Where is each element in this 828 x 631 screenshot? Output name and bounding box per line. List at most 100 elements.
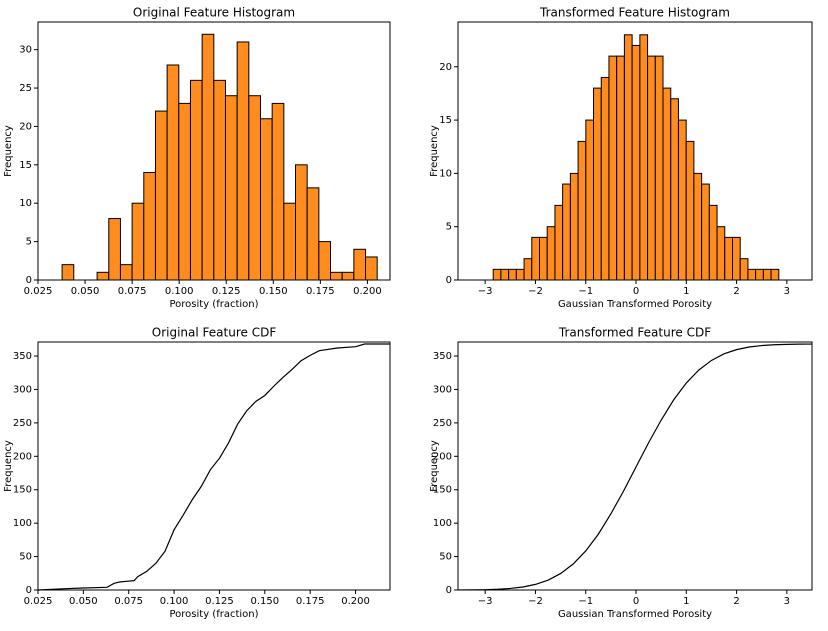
bar xyxy=(353,248,367,281)
x-tick-label: 0.200 xyxy=(341,596,370,607)
x-tick-label: 0.050 xyxy=(71,286,100,297)
bar xyxy=(259,118,273,281)
x-tick-label: 2 xyxy=(733,596,739,607)
bar xyxy=(739,258,749,281)
bar xyxy=(701,183,710,281)
x-axis-label: Gaussian Transformed Porosity xyxy=(558,609,712,620)
bar xyxy=(318,241,332,281)
y-tick-label: 50 xyxy=(439,552,452,563)
y-tick-label: 0 xyxy=(446,585,452,596)
x-tick-label: 0.075 xyxy=(118,286,147,297)
x-tick-label: 3 xyxy=(784,596,790,607)
bar xyxy=(178,102,191,281)
x-tick-label: 0 xyxy=(633,286,639,297)
y-tick-label: 350 xyxy=(433,351,452,362)
y-tick-label: 350 xyxy=(13,351,32,362)
x-tick-label: 1 xyxy=(683,286,689,297)
bar xyxy=(500,268,510,281)
bar xyxy=(762,268,772,281)
x-tick-label: 1 xyxy=(683,596,689,607)
bar xyxy=(189,79,203,281)
plot-frame xyxy=(37,21,391,281)
bar xyxy=(546,226,556,281)
bar xyxy=(562,183,571,281)
x-tick-label: 0.200 xyxy=(353,286,382,297)
y-tick-label: 150 xyxy=(13,485,32,496)
bar xyxy=(96,271,110,281)
y-tick-label: 100 xyxy=(433,518,452,529)
x-axis-label: Porosity (fraction) xyxy=(169,609,258,620)
y-axis-label: Frequency xyxy=(3,125,14,177)
y-tick-label: 100 xyxy=(13,518,32,529)
bar xyxy=(236,41,250,281)
bar xyxy=(531,236,541,281)
y-tick-label: 15 xyxy=(439,115,452,126)
chart-title: Transformed Feature Histogram xyxy=(539,6,730,20)
x-tick-label: 2 xyxy=(733,286,739,297)
x-tick-label: 0.025 xyxy=(24,596,53,607)
x-tick-label: 0.150 xyxy=(250,596,279,607)
bar xyxy=(224,95,238,281)
x-tick-label: 0.125 xyxy=(212,286,241,297)
bar xyxy=(341,271,355,281)
bar xyxy=(166,64,180,281)
y-tick-label: 250 xyxy=(433,418,452,429)
bar xyxy=(554,204,564,281)
bar xyxy=(248,95,261,281)
x-tick-label: −3 xyxy=(478,286,493,297)
bar xyxy=(639,34,649,281)
bar xyxy=(631,44,641,281)
bar xyxy=(143,172,156,281)
bar xyxy=(492,268,502,281)
bar xyxy=(585,119,595,281)
chart-title: Transformed Feature CDF xyxy=(558,326,711,340)
x-tick-label: 0.150 xyxy=(259,286,288,297)
y-tick-label: 200 xyxy=(433,451,452,462)
x-tick-label: 0.175 xyxy=(296,596,325,607)
y-axis-label: Frequency xyxy=(429,440,440,492)
x-tick-label: 0.100 xyxy=(165,286,194,297)
x-tick-label: 0.100 xyxy=(160,596,189,607)
bar xyxy=(330,271,343,281)
y-tick-label: 250 xyxy=(13,418,32,429)
bar xyxy=(539,236,548,281)
y-tick-label: 300 xyxy=(13,384,32,395)
bar xyxy=(623,34,633,281)
y-tick-label: 50 xyxy=(19,552,32,563)
bar xyxy=(647,55,656,281)
x-tick-label: 0.025 xyxy=(24,286,53,297)
y-tick-label: 0 xyxy=(446,275,452,286)
x-axis-label: Gaussian Transformed Porosity xyxy=(558,299,712,310)
bar xyxy=(365,256,378,281)
bar xyxy=(593,87,602,281)
bar xyxy=(213,79,226,281)
bar xyxy=(523,258,533,281)
y-tick-label: 0 xyxy=(26,585,32,596)
bar xyxy=(755,268,764,281)
cdf-line xyxy=(37,343,390,591)
chart-title: Original Feature CDF xyxy=(152,326,277,340)
bar xyxy=(747,268,757,281)
bar xyxy=(306,187,320,281)
chart-title: Original Feature Histogram xyxy=(133,6,295,20)
y-tick-label: 30 xyxy=(19,45,32,56)
y-axis-label: Frequency xyxy=(429,125,440,177)
y-tick-label: 15 xyxy=(19,160,32,171)
x-tick-label: 0.075 xyxy=(114,596,143,607)
bar xyxy=(724,236,734,281)
bar xyxy=(201,33,215,281)
x-tick-label: 3 xyxy=(784,286,790,297)
bar xyxy=(732,236,741,281)
y-tick-label: 25 xyxy=(19,83,32,94)
y-tick-label: 10 xyxy=(439,168,452,179)
bar xyxy=(569,172,579,281)
bar xyxy=(670,98,679,281)
x-tick-label: 0.050 xyxy=(69,596,98,607)
bar xyxy=(508,268,517,281)
bar xyxy=(677,119,687,281)
x-tick-label: 0.175 xyxy=(306,286,335,297)
bar xyxy=(693,172,703,281)
bar xyxy=(608,55,618,281)
plot-frame xyxy=(37,341,391,591)
